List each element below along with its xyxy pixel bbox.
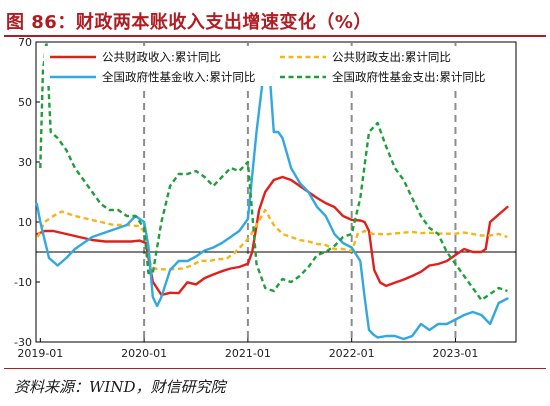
source-rule bbox=[4, 368, 546, 369]
y-tick-label: 10 bbox=[18, 216, 32, 229]
x-tick-label: 2020-01 bbox=[121, 347, 167, 360]
legend-label-s2: 公共财政支出:累计同比 bbox=[332, 50, 451, 64]
figure-title: 图 86：财政两本账收入支出增速变化（%） bbox=[6, 12, 372, 33]
reference-lines bbox=[143, 43, 457, 341]
legend-label-s1: 公共财政收入:累计同比 bbox=[102, 50, 221, 64]
y-tick-label: 50 bbox=[18, 96, 32, 109]
source-note: 资料来源：WIND，财信研究院 bbox=[14, 378, 226, 396]
series-line-s1 bbox=[36, 175, 509, 297]
series-line-s2 bbox=[36, 208, 508, 271]
y-axis: -30 -10 10 30 50 70 bbox=[14, 36, 40, 349]
x-axis: 2019-01 2020-01 2021-01 2022-01 2023-01 bbox=[17, 338, 478, 360]
y-tick-label: -10 bbox=[14, 276, 32, 289]
legend-box bbox=[44, 46, 512, 86]
x-tick-label: 2022-01 bbox=[329, 347, 375, 360]
title-rule bbox=[4, 35, 546, 37]
legend-label-s3: 全国政府性基金收入:累计同比 bbox=[102, 70, 255, 84]
x-tick-label: 2021-01 bbox=[225, 347, 271, 360]
series-line-s4 bbox=[39, 40, 508, 302]
legend-label-s4: 全国政府性基金支出:累计同比 bbox=[332, 70, 485, 84]
plot-frame bbox=[35, 41, 517, 343]
y-tick-label: 30 bbox=[18, 156, 32, 169]
y-tick-label: 70 bbox=[18, 36, 32, 49]
series-line-s3 bbox=[35, 58, 509, 341]
x-tick-label: 2023-01 bbox=[432, 347, 478, 360]
series-layer bbox=[35, 40, 509, 341]
x-tick-label: 2019-01 bbox=[17, 347, 63, 360]
y-tick-label: -30 bbox=[14, 336, 32, 349]
